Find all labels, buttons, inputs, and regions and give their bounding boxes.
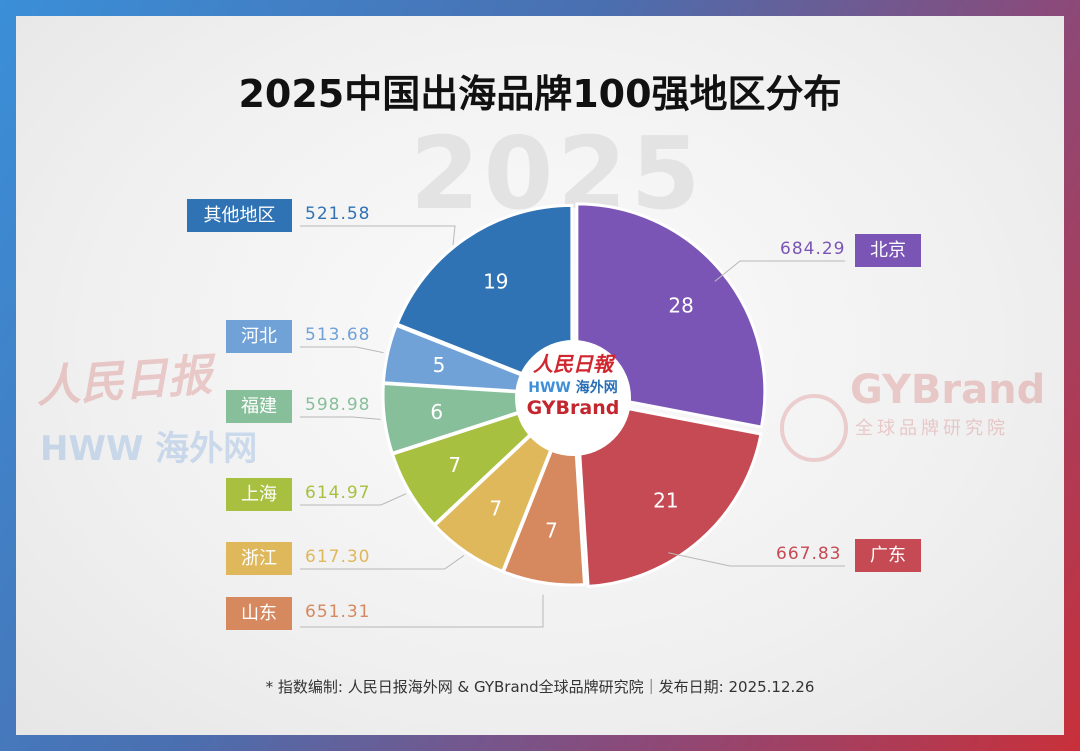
leader-line: [300, 493, 407, 506]
leader-line: [668, 552, 845, 567]
region-label-box: 福建: [226, 390, 292, 423]
slice-count-label: 7: [448, 453, 461, 477]
region-label-box: 北京: [855, 234, 921, 267]
region-label-box: 广东: [855, 539, 921, 572]
logo-gybrand: GYBrand: [526, 397, 620, 419]
watermark-hww: HWW 海外网: [40, 429, 258, 469]
slice-count-label: 21: [653, 488, 678, 512]
region-label-box: 上海: [226, 478, 292, 511]
footer-note: * 指数编制: 人民日报海外网 & GYBrand全球品牌研究院｜发布日期: 2…: [265, 678, 815, 696]
region-index-value: 617.30: [305, 547, 371, 567]
slice-count-label: 28: [668, 294, 693, 318]
leader-line: [300, 594, 544, 628]
logo-hww-cn: 海外网: [575, 380, 618, 396]
slice-count-label: 7: [545, 519, 558, 543]
pie-slice-7: [395, 203, 574, 396]
region-label-box: 浙江: [226, 542, 292, 575]
chart-title: 2025中国出海品牌100强地区分布: [238, 72, 842, 116]
watermark-gybrand-sub: 全球品牌研究院: [855, 418, 1009, 439]
pie-slice-1: [574, 396, 763, 588]
leader-line: [300, 416, 381, 420]
watermark-gy-seal: [780, 394, 848, 462]
slice-count-label: 7: [489, 497, 502, 521]
region-index-value: 513.68: [305, 325, 371, 345]
region-index-value: 521.58: [305, 204, 371, 224]
slice-count-label: 19: [483, 269, 508, 293]
region-label-box: 河北: [226, 320, 292, 353]
logo-hww: HWW 海外网: [513, 377, 633, 397]
slice-count-label: 5: [433, 353, 446, 377]
leader-line: [714, 260, 845, 282]
leader-line: [300, 225, 456, 246]
region-index-value: 651.31: [305, 602, 371, 622]
slice-count-label: 6: [430, 400, 443, 424]
region-label-box: 其他地区: [187, 199, 292, 232]
watermark-gybrand: GYBrand: [850, 367, 1046, 413]
region-index-value: 614.97: [305, 483, 371, 503]
region-index-value: 667.83: [776, 544, 842, 564]
region-index-value: 598.98: [305, 395, 371, 415]
center-logo: 人民日報 HWW 海外网 GYBrand: [513, 348, 633, 419]
region-label-box: 山东: [226, 597, 292, 630]
logo-peoples-daily: 人民日報: [533, 352, 613, 376]
region-index-value: 684.29: [780, 239, 846, 259]
leader-line: [300, 555, 465, 570]
leader-line: [300, 346, 384, 354]
logo-hww-text: HWW: [528, 380, 571, 396]
center-circle: [515, 340, 631, 456]
